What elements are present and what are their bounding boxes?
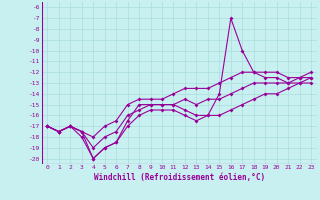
X-axis label: Windchill (Refroidissement éolien,°C): Windchill (Refroidissement éolien,°C) (94, 173, 265, 182)
